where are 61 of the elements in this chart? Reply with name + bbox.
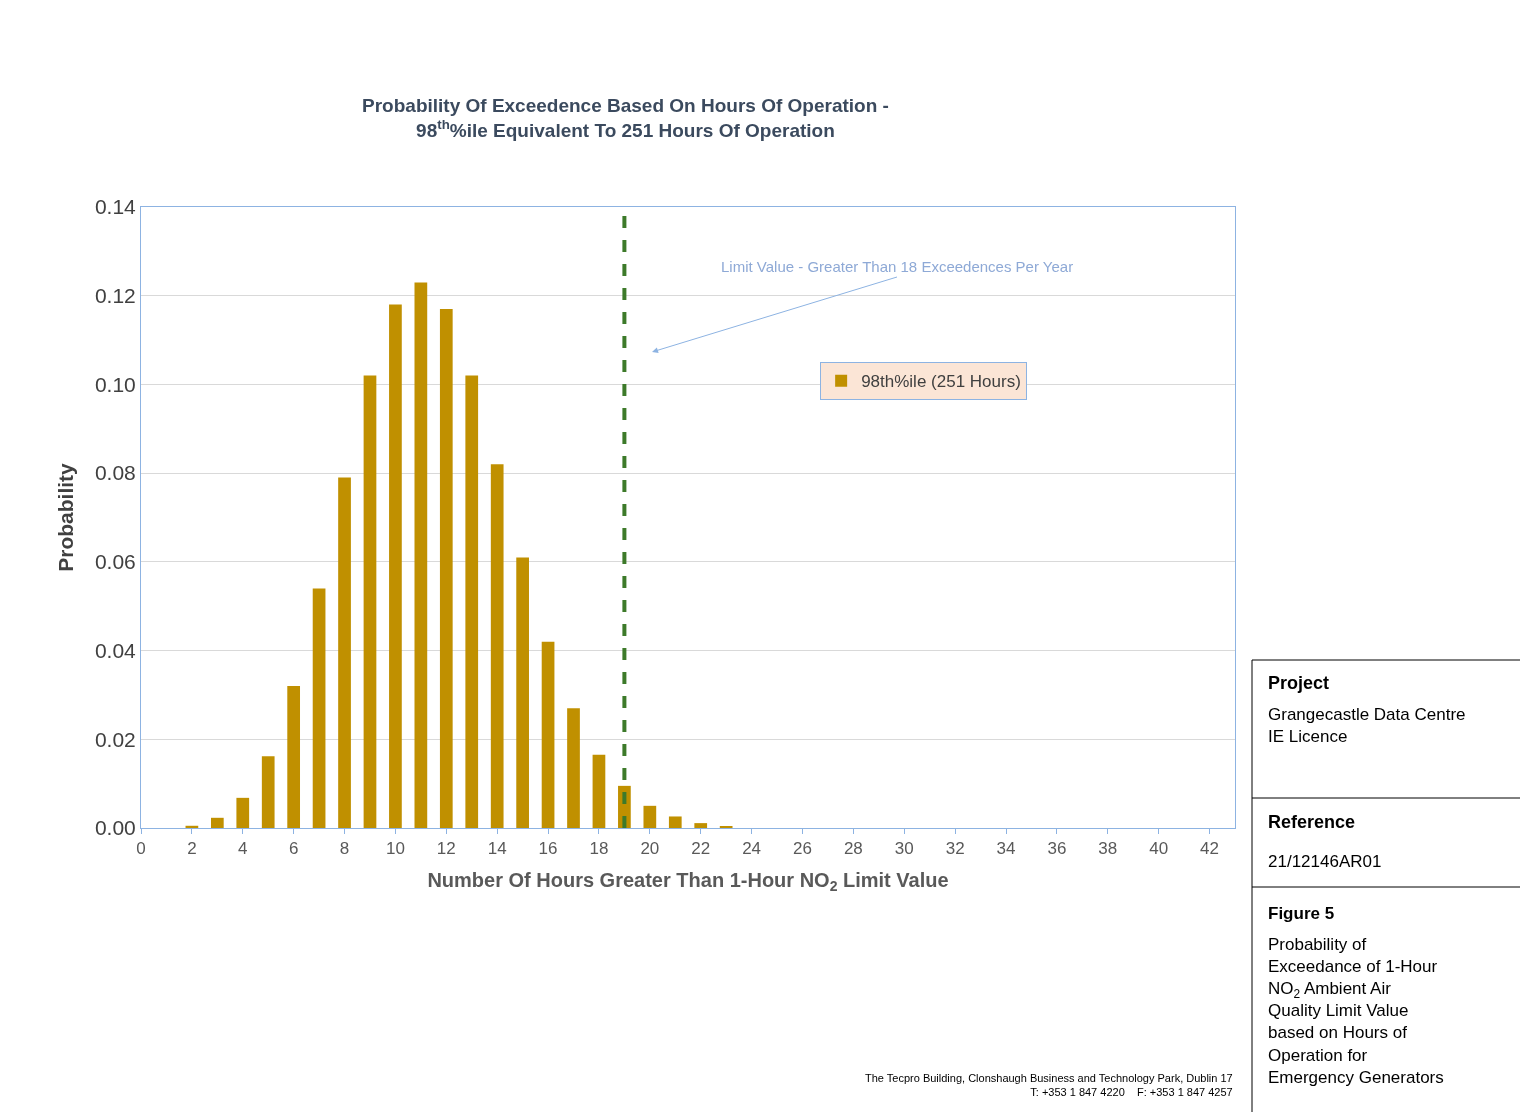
bar xyxy=(439,309,453,828)
x-tick-label: 22 xyxy=(691,839,711,859)
y-tick-label: 0.06 xyxy=(94,550,136,574)
x-tick-label: 36 xyxy=(1047,839,1067,859)
x-tick-label: 0 xyxy=(136,839,146,859)
x-tick-label: 10 xyxy=(385,839,405,859)
text: Grangecastle Data Centre IE Licence xyxy=(1268,705,1466,747)
bar xyxy=(363,375,377,828)
bar xyxy=(694,823,708,828)
bar xyxy=(567,708,580,828)
bar xyxy=(465,375,479,828)
bar xyxy=(668,816,682,828)
x-tick-label: 38 xyxy=(1098,839,1118,859)
y-tick-label: 0.00 xyxy=(94,816,136,840)
y-axis-title: Probability xyxy=(54,462,78,572)
text: 21/12146AR01 xyxy=(1268,852,1382,871)
x-tick-label: 26 xyxy=(793,839,812,859)
y-tick-label: 0.02 xyxy=(94,727,136,751)
y-tick-label: 0.04 xyxy=(94,638,137,662)
bar xyxy=(338,477,351,828)
legend-label: 98th%ile (251 Hours) xyxy=(861,372,1021,392)
annotation: Limit Value - Greater Than 18 Exceedences Per Year xyxy=(721,258,1074,275)
x-tick-label: 34 xyxy=(996,839,1016,859)
text: The Tecpro Building, Clonshaugh Business and Technology Park, Dublin 17 T: +353 1 847 4220 F: +353 1 847 4257 xyxy=(865,1072,1233,1099)
x-tick-label: 14 xyxy=(487,839,507,859)
x-tick-label: 8 xyxy=(339,839,350,859)
bar xyxy=(541,641,555,828)
bar xyxy=(592,754,606,828)
bar xyxy=(490,464,504,828)
bar xyxy=(389,304,402,828)
x-tick-label: 4 xyxy=(238,839,248,859)
y-tick-label: 0.12 xyxy=(94,284,136,308)
x-tick-label: 18 xyxy=(589,839,609,859)
y-tick-label: 0.08 xyxy=(94,461,136,485)
x-tick-label: 42 xyxy=(1200,839,1220,859)
y-tick-label: 0.10 xyxy=(94,372,136,396)
bar xyxy=(287,686,301,828)
x-tick-label: 20 xyxy=(640,839,660,859)
text: Probability of Exceedance of 1-Hour NO$_{2}$ Ambient Air Quality Limit Value based on Hours of Operation for Emergency Generators xyxy=(1268,935,1444,1087)
bar xyxy=(516,557,529,828)
x-tick-label: 16 xyxy=(538,839,558,859)
x-tick-label: 32 xyxy=(945,839,965,859)
x-tick-label: 24 xyxy=(742,839,762,859)
bar xyxy=(261,756,275,828)
x-tick-label: 12 xyxy=(436,839,456,859)
x-tick-label: 40 xyxy=(1149,839,1169,859)
chart-title: Probability Of Exceedence Based On Hours Of Operation - 98$^{th}$%ile Equivalent To 251 Hours Of Operation xyxy=(362,95,889,141)
x-tick-label: 30 xyxy=(894,839,914,859)
caption: Figure 5 xyxy=(1268,904,1335,923)
bar xyxy=(210,817,224,828)
text: Reference xyxy=(1268,812,1356,832)
x-axis-title: Number Of Hours Greater Than 1-Hour NO$_{2}$ Limit Value xyxy=(427,868,949,895)
bar xyxy=(414,282,428,828)
x-tick-label: 28 xyxy=(843,839,863,859)
bar xyxy=(236,797,250,828)
x-tick-label: 2 xyxy=(187,839,197,859)
x-tick-label: 6 xyxy=(288,839,299,859)
bar xyxy=(312,588,326,828)
bar xyxy=(643,805,657,828)
text: Project xyxy=(1268,673,1330,693)
y-tick-label: 0.14 xyxy=(94,195,137,219)
